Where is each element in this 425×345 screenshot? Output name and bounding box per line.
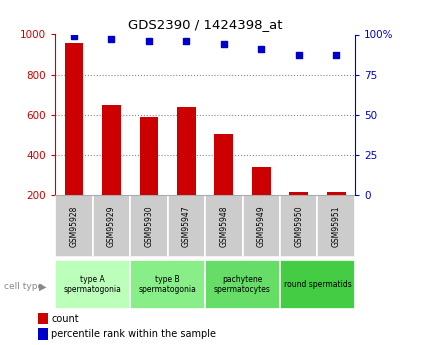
Text: GSM95950: GSM95950 — [294, 205, 303, 247]
Point — [333, 52, 340, 58]
Bar — [167, 195, 205, 257]
Text: round spermatids: round spermatids — [283, 280, 351, 289]
Text: percentile rank within the sample: percentile rank within the sample — [51, 329, 216, 339]
Text: GSM95929: GSM95929 — [107, 205, 116, 247]
Bar — [38, 328, 48, 340]
Text: count: count — [51, 314, 79, 324]
Point — [183, 38, 190, 44]
Text: GSM95948: GSM95948 — [219, 205, 228, 247]
Bar — [317, 195, 355, 257]
Bar — [38, 313, 48, 324]
Point — [71, 33, 77, 39]
Bar — [252, 167, 271, 195]
Text: GSM95947: GSM95947 — [182, 205, 191, 247]
Bar — [93, 195, 130, 257]
Text: GSM95928: GSM95928 — [69, 205, 79, 247]
Bar — [130, 195, 167, 257]
Point — [295, 52, 302, 58]
Bar — [177, 107, 196, 195]
Text: type A
spermatogonia: type A spermatogonia — [64, 275, 122, 294]
Bar — [205, 195, 243, 257]
Text: GSM95949: GSM95949 — [257, 205, 266, 247]
Point — [258, 46, 265, 52]
Bar — [205, 260, 280, 309]
Text: type B
spermatogonia: type B spermatogonia — [139, 275, 196, 294]
Bar — [327, 192, 346, 195]
Bar — [243, 195, 280, 257]
Bar — [280, 260, 355, 309]
Bar — [55, 260, 130, 309]
Bar — [139, 117, 158, 195]
Text: ▶: ▶ — [39, 282, 47, 291]
Bar — [280, 195, 317, 257]
Text: cell type: cell type — [4, 282, 43, 291]
Text: GSM95951: GSM95951 — [332, 205, 341, 247]
Point — [108, 37, 115, 42]
Bar — [102, 105, 121, 195]
Title: GDS2390 / 1424398_at: GDS2390 / 1424398_at — [128, 18, 282, 31]
Bar — [215, 134, 233, 195]
Bar — [130, 260, 205, 309]
Point — [221, 41, 227, 47]
Bar — [289, 192, 308, 195]
Bar — [65, 42, 83, 195]
Point — [145, 38, 152, 44]
Text: pachytene
spermatocytes: pachytene spermatocytes — [214, 275, 271, 294]
Text: GSM95930: GSM95930 — [144, 205, 153, 247]
Bar — [55, 195, 93, 257]
